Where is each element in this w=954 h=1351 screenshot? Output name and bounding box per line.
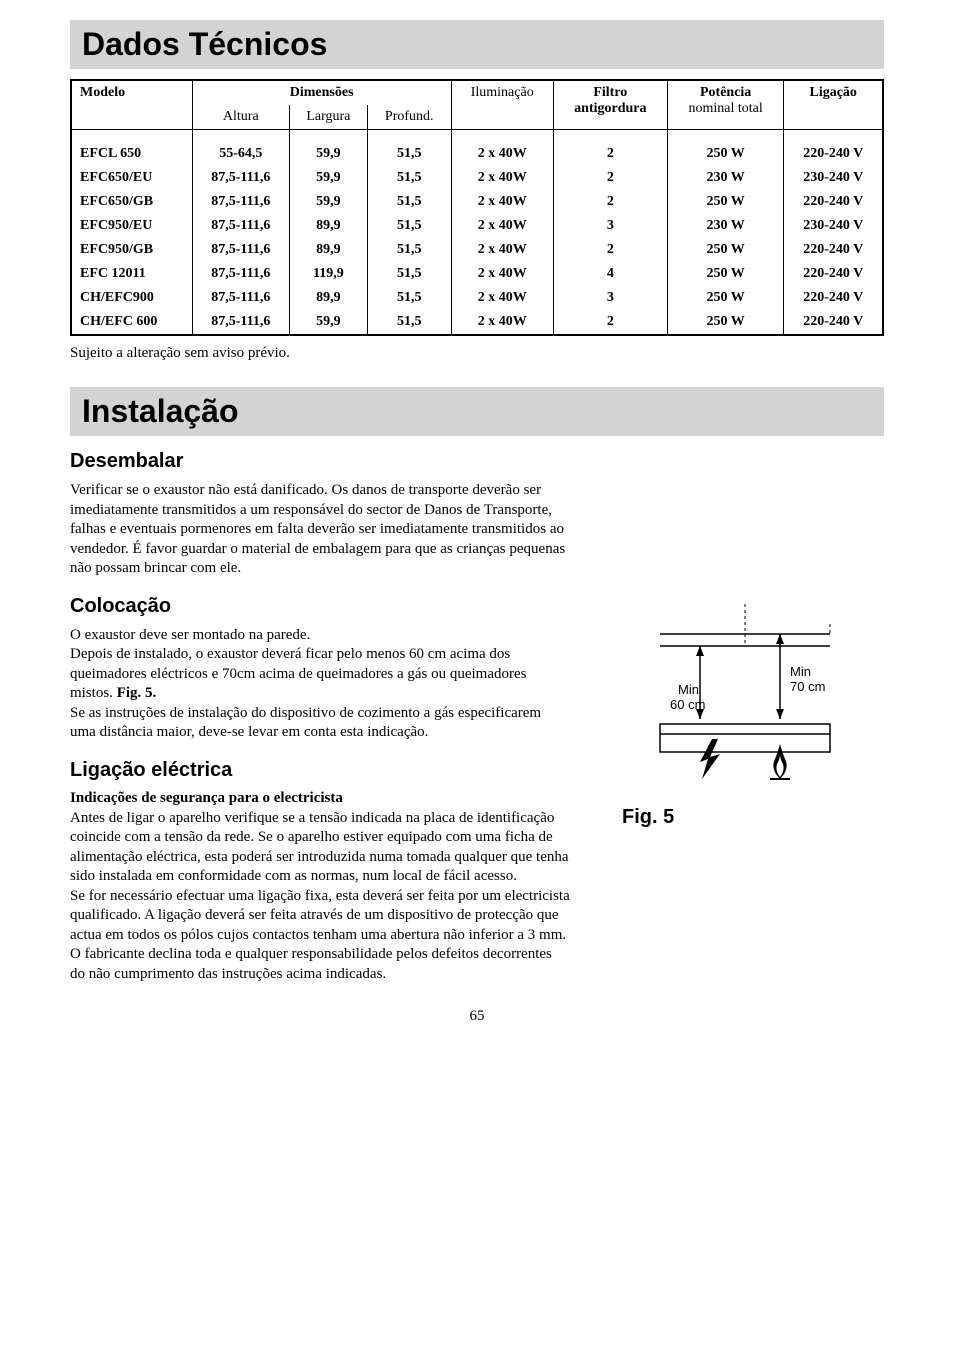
text-ligacao: Antes de ligar o aparelho verifique se a… bbox=[70, 809, 570, 985]
table-note: Sujeito a alteração sem aviso prévio. bbox=[70, 344, 884, 364]
table-row: EFCL 65055-64,559,951,52 x 40W2250 W220-… bbox=[71, 142, 883, 166]
col-filtro: Filtroantigordura bbox=[553, 80, 667, 130]
page-number: 65 bbox=[70, 1008, 884, 1025]
table-row: CH/EFC 60087,5-111,659,951,52 x 40W2250 … bbox=[71, 310, 883, 335]
text-desembalar: Verificar se o exaustor não está danific… bbox=[70, 481, 570, 579]
col-ligacao: Ligação bbox=[784, 80, 883, 130]
heading-desembalar: Desembalar bbox=[70, 450, 570, 473]
table-row: EFC650/GB87,5-111,659,951,52 x 40W2250 W… bbox=[71, 190, 883, 214]
text-colocacao: O exaustor deve ser montado na parede. D… bbox=[70, 626, 570, 743]
col-largura: Largura bbox=[289, 105, 367, 130]
section-header-instalacao: Instalação bbox=[70, 387, 884, 436]
col-iluminacao: Iluminação bbox=[451, 80, 553, 130]
col-dimensoes: Dimensões bbox=[192, 80, 451, 105]
col-profund: Profund. bbox=[367, 105, 451, 130]
section-header-dados: Dados Técnicos bbox=[70, 20, 884, 69]
subtitle-ligacao: Indicações de segurança para o electrici… bbox=[70, 790, 570, 807]
col-modelo: Modelo bbox=[71, 80, 192, 130]
installation-diagram: Min 60 cm Min 70 cm bbox=[630, 594, 850, 794]
svg-text:Min: Min bbox=[790, 664, 811, 679]
tech-specs-table: Modelo Dimensões Iluminação Filtroantigo… bbox=[70, 79, 884, 336]
table-row: EFC 1201187,5-111,6119,951,52 x 40W4250 … bbox=[71, 262, 883, 286]
col-potencia: Potêncianominal total bbox=[667, 80, 784, 130]
table-row: EFC950/GB87,5-111,689,951,52 x 40W2250 W… bbox=[71, 238, 883, 262]
svg-text:70 cm: 70 cm bbox=[790, 679, 825, 694]
svg-text:Min: Min bbox=[678, 682, 699, 697]
heading-colocacao: Colocação bbox=[70, 595, 570, 618]
figure-label: Fig. 5 bbox=[622, 806, 884, 829]
table-row: EFC950/EU87,5-111,689,951,52 x 40W3230 W… bbox=[71, 214, 883, 238]
table-row: CH/EFC90087,5-111,689,951,52 x 40W3250 W… bbox=[71, 286, 883, 310]
table-row: EFC650/EU87,5-111,659,951,52 x 40W2230 W… bbox=[71, 166, 883, 190]
heading-ligacao: Ligação eléctrica bbox=[70, 759, 570, 782]
col-altura: Altura bbox=[192, 105, 289, 130]
svg-text:60 cm: 60 cm bbox=[670, 697, 705, 712]
